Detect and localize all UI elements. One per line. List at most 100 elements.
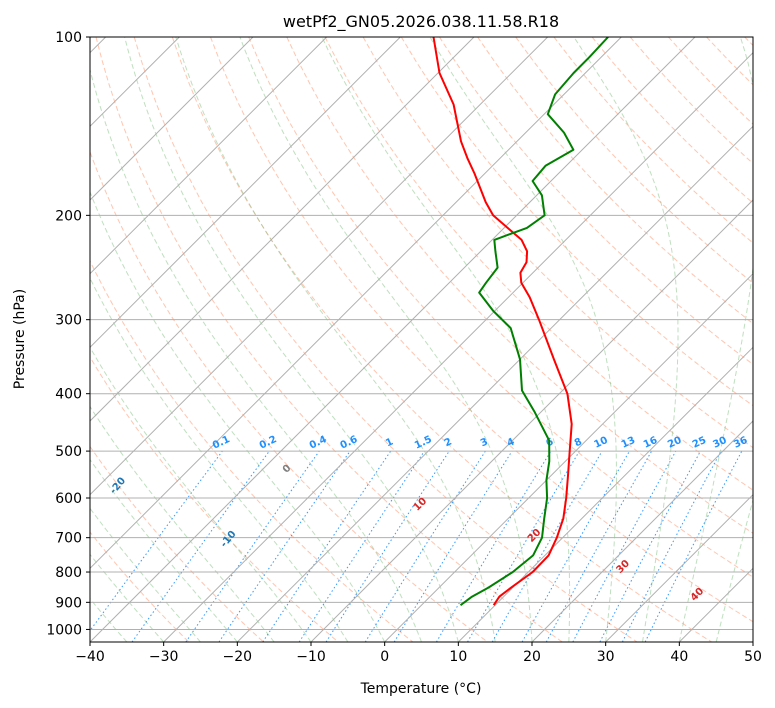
dry-adiabat-line [95, 37, 563, 642]
mixing-ratio-label: 2 [443, 436, 454, 449]
y-tick-label: 800 [55, 565, 82, 581]
mixing-ratio-lines [90, 450, 743, 642]
mixing-ratio-line [521, 450, 630, 642]
mixing-ratio-label: 13 [620, 435, 637, 451]
dry-adiabat-line [90, 445, 264, 642]
isotherm-line [90, 37, 549, 496]
mixing-ratio-line [621, 450, 722, 642]
plot-area: 0.10.20.40.611.52346810131620253036-100-… [90, 37, 753, 642]
mixing-ratio-line [572, 450, 677, 642]
moist-adiabat-label: 0 [281, 463, 294, 476]
mixing-ratio-line [218, 450, 351, 642]
mixing-ratio-label: 36 [732, 435, 749, 451]
moist-adiabat-line [90, 405, 275, 642]
mixing-ratio-label: 10 [592, 435, 609, 451]
dry-adiabat-line [438, 37, 753, 366]
dry-adiabat-label: -20 [108, 476, 128, 497]
x-tick-label: 40 [670, 649, 688, 665]
moist-adiabat-line [90, 277, 349, 642]
moist-adiabat-line [573, 37, 679, 642]
mixing-ratio-label: 0.1 [211, 434, 232, 451]
moist-adiabat-line [90, 67, 422, 642]
mixing-ratio-line [262, 450, 392, 642]
mixing-ratio-label: 20 [666, 435, 683, 451]
moist-adiabat-line [124, 37, 459, 642]
isotherm-line [457, 346, 753, 642]
dry-adiabat-line [133, 37, 638, 642]
mixing-ratio-line [545, 450, 653, 642]
axis-ticks: −40 −30 −20 −10 0 10 20 30 40 5010020030040050060… [46, 30, 762, 665]
isotherm-line [90, 37, 696, 642]
mixing-ratio-line [185, 450, 320, 642]
isotherm-line [531, 420, 753, 642]
y-tick-label: 700 [55, 531, 82, 547]
dry-adiabat-line [90, 531, 190, 642]
mixing-ratio-label: 4 [506, 436, 517, 449]
dry-adiabat-line [286, 37, 753, 534]
dry-adiabats [90, 37, 753, 642]
mixing-ratio-line [644, 450, 743, 642]
mixing-ratio-label: 30 [711, 435, 728, 451]
x-tick-label: −10 [296, 649, 326, 665]
isotherm-line [678, 567, 753, 642]
y-tick-label: 400 [55, 387, 82, 403]
dry-adiabat-line [90, 356, 339, 642]
moist-adiabat-line [752, 640, 753, 642]
plot-frame [89, 36, 754, 643]
y-tick-label: 900 [55, 595, 82, 611]
moist-adiabat-label: 40 [689, 586, 707, 604]
isotherm-line [90, 37, 401, 349]
isotherm-line [752, 641, 753, 642]
dry-adiabat-line [706, 37, 753, 86]
moist-adiabat-line [321, 37, 571, 642]
y-tick-label: 1000 [46, 622, 82, 638]
y-tick-label: 100 [55, 30, 82, 46]
grid-lines [90, 37, 753, 642]
dry-adiabat-line [515, 37, 753, 284]
moist-adiabats [90, 37, 753, 642]
series-lines [432, 37, 609, 607]
moist-adiabat-line [90, 507, 201, 642]
dry-adiabat-line [362, 37, 753, 449]
x-tick-label: −40 [75, 649, 105, 665]
y-tick-label: 200 [55, 208, 82, 224]
dry-adiabat-line [210, 37, 753, 623]
x-tick-label: 20 [523, 649, 541, 665]
dry-adiabat-line [171, 37, 712, 642]
moist-adiabat-label: 30 [614, 558, 632, 576]
isotherm-line [163, 51, 753, 642]
moist-adiabat-line [90, 190, 386, 642]
mixing-ratio-line [325, 450, 450, 642]
y-tick-label: 500 [55, 444, 82, 460]
y-axis-label: Pressure (hPa) [12, 289, 28, 389]
mixing-ratio-line [131, 450, 270, 642]
mixing-ratio-line [393, 450, 513, 642]
mixing-ratio-label: 1 [384, 436, 395, 449]
moist-adiabat-line [678, 37, 753, 642]
isotherm-line [90, 37, 328, 275]
x-tick-label: −30 [149, 649, 179, 665]
isotherm-line [236, 125, 753, 642]
moist-adiabat-line [429, 37, 617, 642]
x-tick-label: 0 [380, 649, 389, 665]
isotherm-line [90, 37, 254, 201]
mixing-ratio-label: 25 [691, 435, 708, 451]
isotherm-line [605, 493, 753, 642]
mixing-ratio-label: 8 [573, 436, 584, 449]
dry-adiabat-line [744, 37, 753, 47]
temperature-profile-line [432, 37, 573, 606]
x-tick-label: −20 [223, 649, 253, 665]
dry-adiabat-line [90, 259, 414, 642]
dry-adiabat-line [668, 37, 753, 125]
isotherm-line [384, 272, 753, 642]
dewpoint-profile-line [459, 37, 609, 607]
y-tick-label: 300 [55, 313, 82, 329]
x-axis-label: Temperature (°C) [360, 681, 482, 697]
moist-adiabat-line [715, 498, 753, 642]
mixing-ratio-line [90, 450, 223, 632]
isotherm-line [90, 37, 622, 570]
dry-adiabat-line [90, 150, 488, 642]
dry-adiabat-line [591, 37, 753, 204]
dry-adiabat-line [477, 37, 753, 325]
